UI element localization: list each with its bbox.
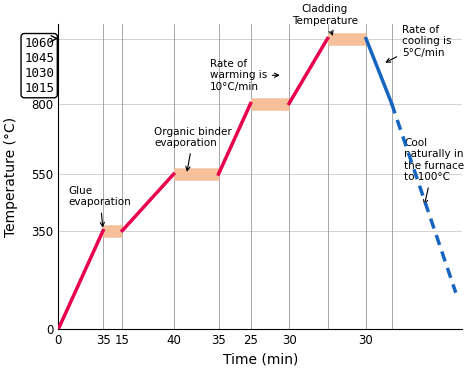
- Text: Organic binder
evaporation: Organic binder evaporation: [155, 127, 232, 171]
- Text: Rate of
warming is
10°C/min: Rate of warming is 10°C/min: [210, 59, 279, 92]
- Text: 1060
1045
1030
1015: 1060 1045 1030 1015: [24, 37, 54, 95]
- Text: Cladding
Temperature: Cladding Temperature: [292, 4, 358, 35]
- Text: Rate of
cooling is
5°C/min: Rate of cooling is 5°C/min: [386, 25, 451, 62]
- X-axis label: Time (min): Time (min): [222, 353, 298, 367]
- Y-axis label: Temperature (°C): Temperature (°C): [4, 117, 18, 237]
- Text: Cool
naturally in
the furnace
to 100°C: Cool naturally in the furnace to 100°C: [404, 138, 465, 204]
- Text: Glue
evaporation: Glue evaporation: [68, 186, 131, 227]
